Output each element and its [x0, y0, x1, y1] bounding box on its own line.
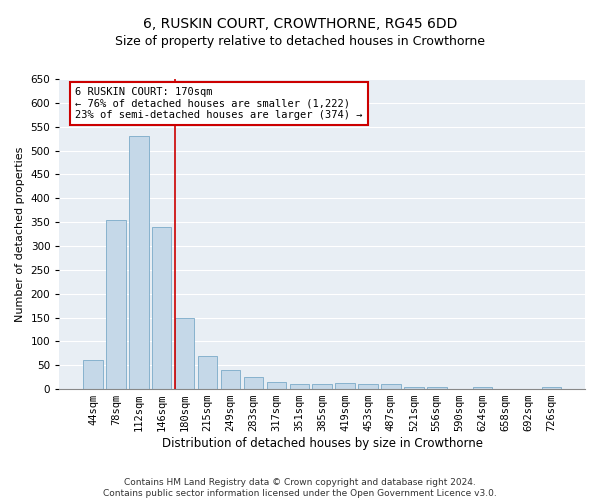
Bar [358, 384, 378, 389]
Text: 6, RUSKIN COURT, CROWTHORNE, RG45 6DD: 6, RUSKIN COURT, CROWTHORNE, RG45 6DD [143, 18, 457, 32]
Bar [152, 227, 172, 389]
Text: Size of property relative to detached houses in Crowthorne: Size of property relative to detached ho… [115, 35, 485, 48]
X-axis label: Distribution of detached houses by size in Crowthorne: Distribution of detached houses by size … [161, 437, 482, 450]
Bar [335, 384, 355, 389]
Bar [198, 356, 217, 389]
Bar [404, 386, 424, 389]
Bar [106, 220, 125, 389]
Bar [473, 386, 493, 389]
Text: 6 RUSKIN COURT: 170sqm
← 76% of detached houses are smaller (1,222)
23% of semi-: 6 RUSKIN COURT: 170sqm ← 76% of detached… [75, 87, 362, 120]
Bar [221, 370, 240, 389]
Y-axis label: Number of detached properties: Number of detached properties [15, 146, 25, 322]
Bar [266, 382, 286, 389]
Bar [313, 384, 332, 389]
Bar [244, 377, 263, 389]
Text: Contains HM Land Registry data © Crown copyright and database right 2024.
Contai: Contains HM Land Registry data © Crown c… [103, 478, 497, 498]
Bar [83, 360, 103, 389]
Bar [129, 136, 149, 389]
Bar [542, 386, 561, 389]
Bar [290, 384, 309, 389]
Bar [175, 318, 194, 389]
Bar [427, 386, 446, 389]
Bar [381, 384, 401, 389]
